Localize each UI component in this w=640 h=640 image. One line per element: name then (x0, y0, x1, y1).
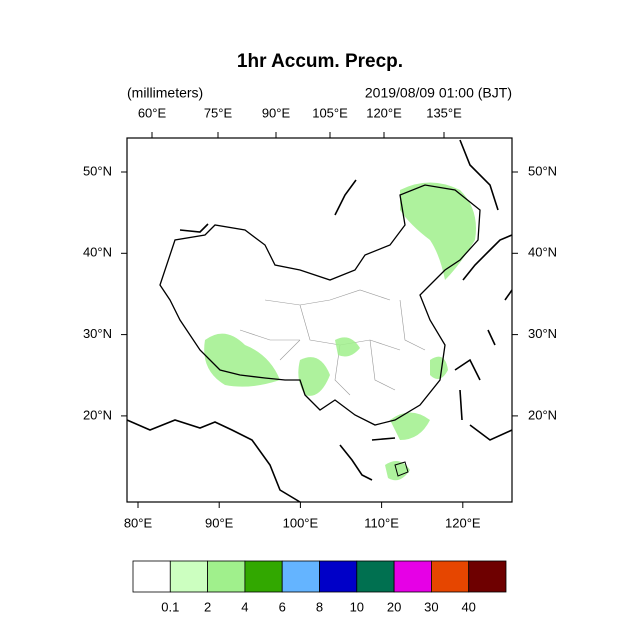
precip-patch (385, 461, 410, 481)
precip-patch (430, 356, 448, 379)
map-area (126, 137, 513, 503)
colorbar-label: 20 (387, 599, 401, 614)
colorbar-label: 2 (204, 599, 211, 614)
left-tick-label: 50°N (83, 163, 112, 178)
bottom-tick-label: 120°E (445, 515, 481, 530)
precip-patch (298, 357, 330, 396)
island (394, 461, 409, 477)
top-tick-label: 105°E (312, 105, 348, 120)
right-tick-label: 20°N (528, 407, 557, 422)
right-tick-label: 30°N (528, 326, 557, 341)
precip-patch (335, 337, 360, 357)
top-tick-label: 135°E (426, 105, 462, 120)
bottom-tick-label: 80°E (124, 515, 153, 530)
map-title: 1hr Accum. Precp. (237, 51, 403, 72)
right-tick-label: 50°N (528, 163, 557, 178)
colorbar-box (319, 560, 358, 593)
left-tick-label: 20°N (83, 407, 112, 422)
right-tick-label: 40°N (528, 245, 557, 260)
coastline (126, 139, 513, 503)
subtitle-left: (millimeters) (127, 85, 203, 101)
bottom-tick-label: 90°E (205, 515, 234, 530)
country-border (159, 184, 481, 426)
colorbar-label: 10 (350, 599, 364, 614)
colorbar-label: 6 (279, 599, 286, 614)
left-tick-label: 30°N (83, 326, 112, 341)
precip-patch (400, 182, 476, 280)
colorbar-label: 40 (461, 599, 475, 614)
colorbar-label: 8 (316, 599, 323, 614)
colorbar-box (393, 560, 432, 593)
colorbar-box (132, 560, 171, 593)
colorbar-label: 0.1 (161, 599, 179, 614)
top-tick-label: 90°E (262, 105, 291, 120)
colorbar-box (207, 560, 246, 593)
left-tick-label: 40°N (83, 245, 112, 260)
subtitle-right: 2019/08/09 01:00 (BJT) (365, 85, 512, 101)
top-tick-label: 75°E (204, 105, 233, 120)
colorbar-box (244, 560, 283, 593)
precip-patch (390, 412, 430, 440)
colorbar-label: 30 (424, 599, 438, 614)
colorbar-box (430, 560, 470, 593)
bottom-tick-label: 100°E (283, 515, 319, 530)
precip-patch (204, 333, 280, 387)
colorbar-box (169, 560, 209, 593)
colorbar-label: 4 (241, 599, 248, 614)
top-tick-label: 120°E (366, 105, 402, 120)
colorbar-box (281, 560, 320, 593)
bottom-tick-label: 110°E (364, 515, 399, 530)
top-tick-label: 60°E (138, 105, 167, 120)
colorbar-box (468, 560, 507, 593)
colorbar-box (356, 560, 395, 593)
